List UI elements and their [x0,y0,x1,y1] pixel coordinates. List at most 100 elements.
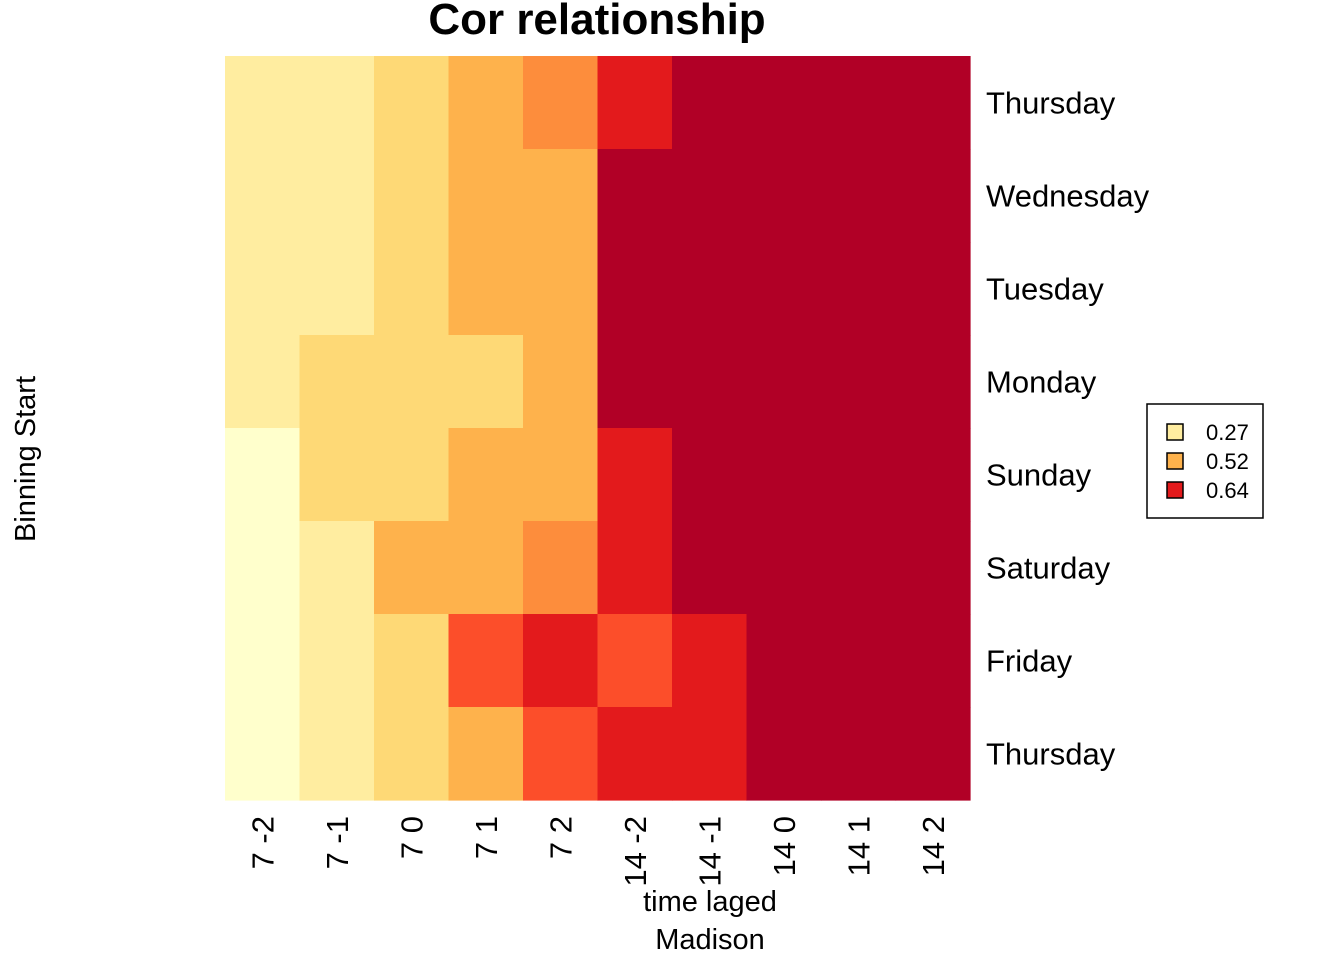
heatmap-cell [895,149,971,243]
heatmap-cell [746,707,822,801]
heatmap-cell [299,428,375,522]
y-axis-label: Binning Start [10,376,42,542]
column-labels: 7 -2 7 -1 7 0 7 1 7 2 14 -2 14 -1 14 0 14 1 14 2 [245,816,951,887]
heatmap-cell [225,614,301,708]
heatmap-cell [225,335,301,429]
heatmap-cell [523,707,599,801]
heatmap-cell [895,614,971,708]
heatmap-cell [225,56,301,150]
heatmap-cell [597,335,673,429]
heatmap-cell [895,521,971,615]
heatmap-cell [597,242,673,336]
heatmap-cell [448,707,524,801]
column-label: 7 -1 [320,816,355,869]
heatmap-cell [746,56,822,150]
heatmap-cell [299,335,375,429]
heatmap-cell [448,149,524,243]
row-label: Thursday [986,86,1116,121]
column-label: 14 0 [767,816,802,876]
heatmap-cell [374,614,450,708]
row-label: Friday [986,644,1073,679]
heatmap-cell [597,428,673,522]
heatmap-cell [225,242,301,336]
heatmap-cell [299,56,375,150]
heatmap-cell [895,242,971,336]
heatmap-cell [448,335,524,429]
legend-swatch [1166,481,1184,499]
heatmap-cell [672,149,748,243]
heatmap-cell [299,521,375,615]
column-label: 14 1 [841,816,876,876]
row-label: Monday [986,365,1097,400]
heatmap-cell [448,428,524,522]
heatmap-cells [225,56,971,801]
heatmap-cell [895,707,971,801]
heatmap-cell [895,335,971,429]
column-label: 7 1 [469,816,504,859]
heatmap-cell [448,56,524,150]
heatmap-cell [821,335,897,429]
column-label: 14 -1 [692,816,727,887]
heatmap-cell [672,56,748,150]
heatmap-cell [746,428,822,522]
legend-swatch [1166,452,1184,470]
heatmap-cell [821,56,897,150]
row-label: Saturday [986,551,1111,586]
heatmap-cell [597,521,673,615]
heatmap-cell [448,614,524,708]
row-label: Wednesday [986,179,1150,214]
heatmap-cell [597,149,673,243]
heatmap-cell [225,428,301,522]
heatmap-cell [821,149,897,243]
column-label: 14 -2 [618,816,653,887]
heatmap-cell [225,149,301,243]
heatmap-cell [374,56,450,150]
heatmap-cell [523,149,599,243]
heatmap-cell [895,428,971,522]
heatmap-cell [299,614,375,708]
heatmap-cell [374,707,450,801]
heatmap-cell [746,614,822,708]
heatmap-cell [597,56,673,150]
heatmap-cell [374,149,450,243]
heatmap-cell [523,335,599,429]
heatmap-cell [746,521,822,615]
chart-title: Cor relationship [428,0,765,44]
legend-label: 0.27 [1206,420,1249,445]
column-label: 7 0 [394,816,429,859]
heatmap-cell [523,614,599,708]
row-label: Sunday [986,458,1092,493]
heatmap-cell [746,335,822,429]
heatmap-cell [746,242,822,336]
row-label: Thursday [986,737,1116,772]
legend-swatch [1166,423,1184,441]
heatmap-cell [374,521,450,615]
heatmap-cell [672,614,748,708]
heatmap-cell [821,428,897,522]
heatmap-cell [523,428,599,522]
column-label: 7 -2 [245,816,280,869]
row-labels: Thursday Wednesday Tuesday Monday Sunday Satu… [986,86,1150,772]
heatmap-cell [895,56,971,150]
heatmap-cell [299,707,375,801]
heatmap-cell [821,242,897,336]
heatmap-cell [374,428,450,522]
column-label: 14 2 [916,816,951,876]
legend: 0.27 0.52 0.64 [1146,403,1264,519]
heatmap-cell [448,242,524,336]
heatmap-cell [299,242,375,336]
heatmap-cell [374,242,450,336]
heatmap-cell [225,707,301,801]
legend-label: 0.64 [1206,478,1249,503]
heatmap-cell [523,242,599,336]
heatmap-cell [672,707,748,801]
heatmap-cell [821,521,897,615]
heatmap-cell [299,149,375,243]
legend-label: 0.52 [1206,449,1249,474]
heatmap-cell [225,521,301,615]
heatmap-cell [523,56,599,150]
heatmap-cell [821,614,897,708]
heatmap-cell [523,521,599,615]
x-axis-sublabel: Madison [655,924,765,956]
